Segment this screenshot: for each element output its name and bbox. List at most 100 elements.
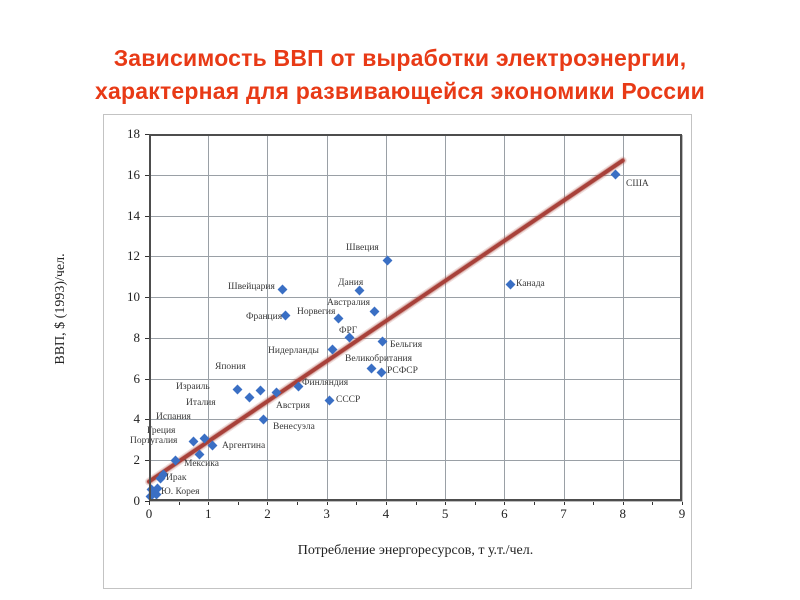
country-label: РСФСР [387,366,418,376]
x-tick-label: 4 [382,506,390,521]
x-axis-tick [149,501,150,505]
x-axis-tick [533,501,535,505]
country-label: Италия [186,398,216,408]
y-tick-label: 4 [133,411,141,427]
gridline-vertical [267,134,269,501]
y-axis-tick [145,378,149,380]
x-tick-label: 9 [678,506,686,521]
country-label: Израиль [176,382,210,392]
x-axis-tick [652,501,654,505]
country-label: Ирак [166,473,187,483]
gridline-horizontal [149,297,682,299]
country-label: Нидерланды [268,346,319,356]
country-label: Япония [215,362,246,372]
x-axis-tick [504,501,506,505]
gridline-horizontal [149,378,682,380]
x-axis-tick [297,501,299,505]
country-label: США [626,179,649,189]
gridline-horizontal [149,337,682,339]
x-axis-tick [682,501,683,505]
country-label: Франция [246,312,283,322]
y-tick-label: 18 [127,126,140,141]
x-axis-tick [445,501,447,505]
y-tick-label: 2 [133,452,141,468]
country-label: Испания [156,412,191,422]
y-tick-label: 8 [133,329,141,345]
y-axis-tick [145,134,149,135]
country-label: Аргентина [222,441,266,451]
y-axis-tick [145,419,149,421]
x-axis-tick [563,501,565,505]
y-tick-label: 14 [127,207,140,223]
trend-line-stroke [147,158,625,484]
x-tick-label: 5 [441,506,449,521]
country-label: Греция [147,426,176,436]
x-axis-tick [385,501,387,505]
x-tick-label: 7 [560,506,567,521]
y-axis-tick [145,501,149,502]
slide-title-line2: характерная для развивающейся экономики … [95,78,705,104]
y-tick-label: 0 [133,493,141,508]
x-axis-tick [474,501,476,505]
x-axis-tick [356,501,358,505]
x-axis-tick [326,501,328,505]
gridline-horizontal [149,215,682,217]
y-tick-label: 10 [127,289,140,305]
y-axis-tick [145,460,149,462]
x-tick-label: 8 [619,506,627,521]
x-axis-title: Потребление энергоресурсов, т у.т./чел. [297,543,534,558]
y-tick-label: 6 [133,370,141,386]
country-label: Ю. Корея [161,487,200,497]
gridline-vertical [208,134,210,501]
x-axis-tick [267,501,269,505]
y-axis-tick [145,256,149,258]
y-axis-tick [145,297,149,299]
y-tick-label: 16 [127,166,140,182]
y-axis-title: ВВП, $ (1993)/чел. [53,253,68,365]
gridline-vertical [622,134,624,501]
gridline-horizontal [149,256,682,258]
country-label: Норвегия [297,307,336,317]
country-label: Австралия [327,298,371,308]
x-tick-label: 2 [264,506,271,521]
country-label: Швейцария [228,282,275,292]
slide-title-line1: Зависимость ВВП от выработки электроэнер… [113,45,687,71]
x-axis-tick [415,501,417,505]
x-tick-label: 0 [145,506,153,521]
x-tick-label: 1 [204,506,212,521]
x-axis-tick [622,501,624,505]
gridline-horizontal [149,419,682,421]
gridline-horizontal [149,174,682,176]
gridline-vertical [385,134,387,501]
plot-area-border [149,134,682,501]
country-label: СССР [336,395,361,405]
country-label: ФРГ [339,326,358,336]
x-axis-tick [208,501,210,505]
country-label: Венесуэла [273,422,315,432]
country-label: Португалия [130,436,178,446]
x-axis-tick [178,501,180,505]
gridline-vertical [326,134,328,501]
x-axis-tick [237,501,239,505]
y-tick-label: 12 [127,248,140,264]
y-axis-tick [145,174,149,176]
country-label: Великобритания [345,354,412,364]
slide-title: Зависимость ВВП от выработки электроэнер… [0,42,800,108]
x-tick-label: 6 [501,506,508,521]
country-label: Австрия [276,401,310,411]
x-tick-label: 3 [323,506,330,521]
gridline-vertical [563,134,565,501]
country-label: Бельгия [390,340,423,350]
y-axis-tick [145,337,149,339]
chart-frame [103,114,692,589]
country-label: Швеция [346,243,379,253]
country-label: Финляндия [302,378,349,388]
gridline-vertical [504,134,506,501]
x-axis-tick [593,501,595,505]
gridline-horizontal [149,460,682,462]
country-label: Мексика [184,459,219,469]
country-label: Канада [516,279,545,289]
gridline-vertical [445,134,447,501]
